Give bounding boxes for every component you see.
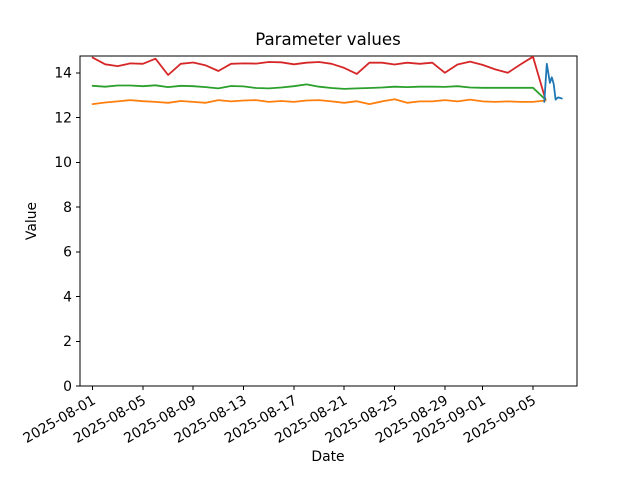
y-tick-label: 4 (63, 289, 72, 305)
blue-series-line (543, 62, 563, 103)
red-series-line (91, 55, 547, 101)
y-tick-label: 10 (54, 155, 72, 171)
y-axis-label: Value (24, 202, 40, 240)
green-series-line (91, 83, 547, 101)
orange-series-line (91, 98, 547, 105)
chart-generated-content: 024681012142025-08-012025-08-052025-08-0… (21, 55, 578, 447)
y-tick-label: 2 (63, 334, 72, 350)
chart-title: Parameter values (255, 30, 401, 49)
x-axis-label: Date (311, 449, 344, 465)
y-tick-label: 0 (63, 379, 72, 395)
y-tick-label: 6 (63, 245, 72, 261)
y-tick-label: 8 (63, 200, 72, 216)
plot-border (79, 55, 578, 387)
y-tick-label: 12 (54, 110, 72, 126)
y-tick-label: 14 (54, 66, 72, 82)
